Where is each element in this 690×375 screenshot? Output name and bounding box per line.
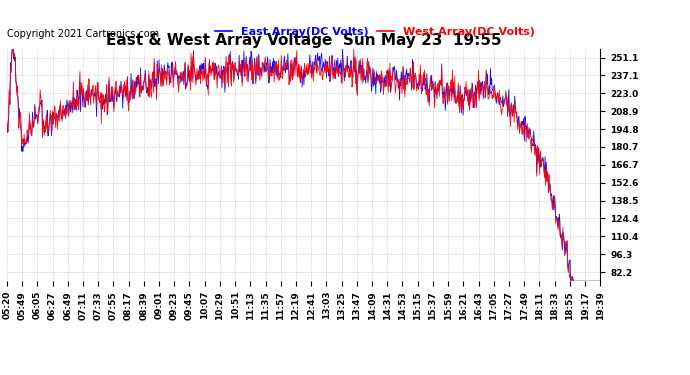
Legend: East Array(DC Volts), West Array(DC Volts): East Array(DC Volts), West Array(DC Volt… <box>210 23 539 42</box>
Text: Copyright 2021 Cartronics.com: Copyright 2021 Cartronics.com <box>7 30 159 39</box>
Title: East & West Array Voltage  Sun May 23  19:55: East & West Array Voltage Sun May 23 19:… <box>106 33 502 48</box>
